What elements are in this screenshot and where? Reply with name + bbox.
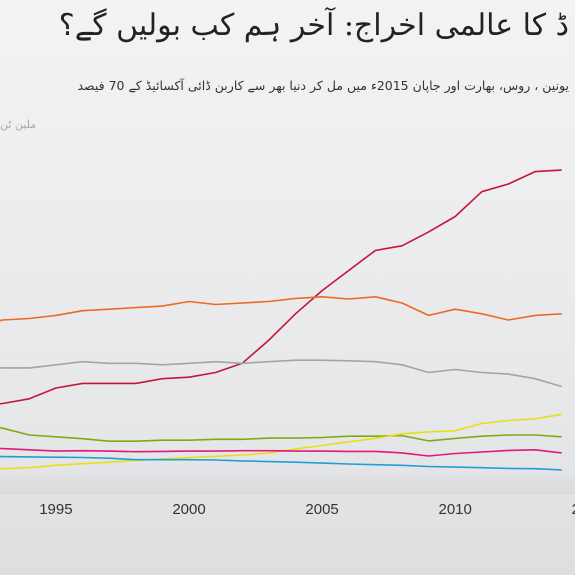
chart-title: ڈ کا عالمی اخراج: آخر ہم کب بولیں گے؟ [58,8,569,43]
series-layer [0,169,562,471]
x-axis: 1995 2000 2005 2010 2015 [39,501,575,518]
series-line-2 [0,295,562,322]
series-line-1 [0,169,562,405]
x-tick-label: 1995 [39,501,72,518]
x-tick-label: 2015 [572,501,575,518]
chart-subtitle: یونین ، روس، بھارت اور جاپان 2015ء میں م… [77,78,569,93]
series-line-5 [0,413,562,470]
y-axis-units-label: ملین ٹن [0,118,37,131]
x-tick-label: 2005 [305,501,338,518]
series-line-3 [0,359,562,388]
series-line-4 [0,426,562,443]
x-tick-label: 2010 [439,501,472,518]
series-line-6 [0,447,562,457]
series-line-7 [0,455,562,471]
x-tick-label: 2000 [172,501,205,518]
chart-floor [0,477,575,494]
